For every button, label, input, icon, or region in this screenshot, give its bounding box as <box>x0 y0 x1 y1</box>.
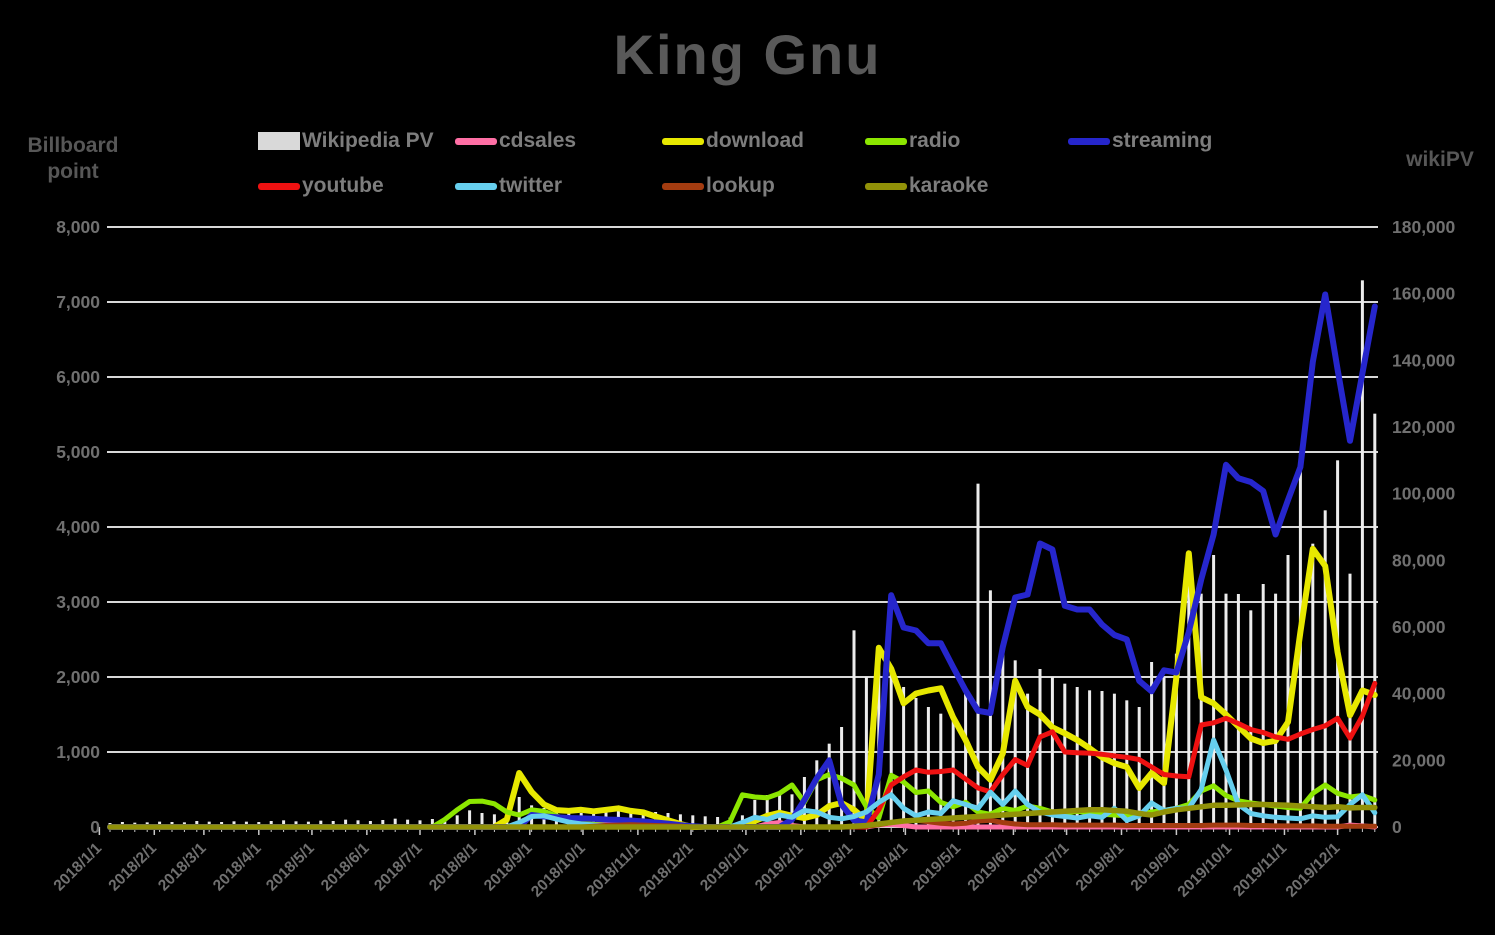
svg-text:4,000: 4,000 <box>56 517 100 537</box>
legend-item-youtube: youtube <box>258 173 384 199</box>
svg-text:1,000: 1,000 <box>56 742 100 762</box>
svg-text:40,000: 40,000 <box>1392 684 1446 704</box>
legend-swatch-icon <box>258 182 300 190</box>
legend-item-label: twitter <box>499 174 562 197</box>
legend-swatch-icon <box>865 137 907 145</box>
svg-text:2018/4/1: 2018/4/1 <box>210 840 265 895</box>
svg-text:2018/11/1: 2018/11/1 <box>584 840 644 900</box>
svg-text:180,000: 180,000 <box>1392 217 1456 237</box>
svg-text:80,000: 80,000 <box>1392 550 1446 570</box>
svg-text:2019/9/1: 2019/9/1 <box>1128 840 1183 895</box>
svg-text:2018/12/1: 2018/12/1 <box>636 840 697 901</box>
legend-item-karaoke: karaoke <box>865 173 988 199</box>
svg-text:3,000: 3,000 <box>56 592 100 612</box>
legend-swatch-icon <box>865 182 907 190</box>
svg-text:2,000: 2,000 <box>56 667 100 687</box>
right-axis-title: wikiPV <box>1406 148 1474 171</box>
series-wikipedia-pv-bars <box>108 280 1377 827</box>
svg-text:2019/1/1: 2019/1/1 <box>697 840 752 895</box>
svg-text:6,000: 6,000 <box>56 367 100 387</box>
svg-text:2019/10/1: 2019/10/1 <box>1175 840 1236 901</box>
left-axis-tick-labels: 0 1,000 2,000 3,000 4,000 5,000 6,000 7,000 8,00… <box>56 217 100 837</box>
svg-text:20,000: 20,000 <box>1392 750 1446 770</box>
svg-text:2018/7/1: 2018/7/1 <box>371 840 426 895</box>
right-axis-tick-labels: 0 20,000 40,000 60,000 80,000 100,000 120,000 1… <box>1392 217 1456 837</box>
legend-item-label: streaming <box>1112 129 1213 152</box>
svg-text:140,000: 140,000 <box>1392 350 1456 370</box>
gridlines <box>107 226 1378 828</box>
svg-text:60,000: 60,000 <box>1392 617 1446 637</box>
svg-text:100,000: 100,000 <box>1392 484 1456 504</box>
svg-text:0: 0 <box>90 817 100 837</box>
svg-text:2019/2/1: 2019/2/1 <box>752 840 807 895</box>
series-download-line <box>107 545 1378 830</box>
svg-text:2018/2/1: 2018/2/1 <box>105 840 160 895</box>
svg-text:2018/5/1: 2018/5/1 <box>263 840 318 895</box>
legend-swatch-icon <box>662 182 704 190</box>
svg-text:2018/9/1: 2018/9/1 <box>481 840 536 895</box>
svg-text:2019/11/1: 2019/11/1 <box>1230 840 1290 900</box>
legend-item-label: cdsales <box>499 129 577 152</box>
legend-swatch-icon <box>258 132 300 150</box>
legend-item-download: download <box>662 128 804 154</box>
svg-text:0: 0 <box>1392 817 1402 837</box>
svg-text:2018/3/1: 2018/3/1 <box>155 840 210 895</box>
svg-text:2019/5/1: 2019/5/1 <box>910 840 965 895</box>
svg-text:2018/10/1: 2018/10/1 <box>528 840 589 901</box>
series-karaoke-line <box>107 801 1378 830</box>
svg-text:2019/6/1: 2019/6/1 <box>965 840 1020 895</box>
legend-swatch-icon <box>455 182 497 190</box>
svg-text:5,000: 5,000 <box>56 442 100 462</box>
svg-text:2019/12/1: 2019/12/1 <box>1283 840 1344 901</box>
legend-item-label: download <box>706 129 804 152</box>
svg-text:2018/8/1: 2018/8/1 <box>426 840 481 895</box>
legend-item-cdsales: cdsales <box>455 128 576 154</box>
svg-text:120,000: 120,000 <box>1392 417 1456 437</box>
legend-item-radio: radio <box>865 128 960 154</box>
svg-text:2019/8/1: 2019/8/1 <box>1073 840 1128 895</box>
legend-item-label: radio <box>909 129 961 152</box>
chart-title: King Gnu <box>613 23 882 86</box>
left-axis-title: Billboard point <box>27 134 119 183</box>
legend-item-label: Wikipedia PV <box>302 129 434 152</box>
svg-text:8,000: 8,000 <box>56 217 100 237</box>
legend-swatch-icon <box>662 137 704 145</box>
svg-text:160,000: 160,000 <box>1392 284 1456 304</box>
legend-item-label: youtube <box>302 174 384 197</box>
svg-text:2019/7/1: 2019/7/1 <box>1018 840 1073 895</box>
legend-swatch-icon <box>455 137 497 145</box>
svg-text:7,000: 7,000 <box>56 292 100 312</box>
legend-item-label: lookup <box>706 174 775 197</box>
legend-swatch-icon <box>1068 137 1110 145</box>
series-twitter-line <box>107 737 1378 830</box>
svg-text:2018/1/1: 2018/1/1 <box>51 840 106 895</box>
svg-text:2018/6/1: 2018/6/1 <box>318 840 373 895</box>
legend-item-label: karaoke <box>909 174 989 197</box>
svg-text:2019/3/1: 2019/3/1 <box>802 840 857 895</box>
svg-text:2019/4/1: 2019/4/1 <box>857 840 912 895</box>
legend-item-lookup: lookup <box>662 173 775 199</box>
legend-item-wikipedia-pv: Wikipedia PV <box>258 128 434 154</box>
legend-item-twitter: twitter <box>455 173 562 199</box>
legend-item-streaming: streaming <box>1068 128 1212 154</box>
